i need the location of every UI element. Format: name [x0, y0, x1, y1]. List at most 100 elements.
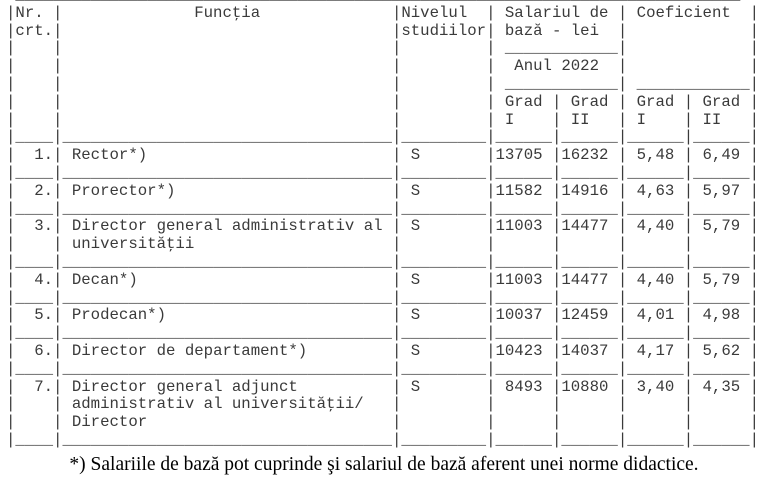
column-border: |	[6, 110, 16, 129]
row-salariu-grad-2: 16232	[561, 146, 609, 165]
column-border: |	[6, 395, 16, 414]
column-border: |	[6, 39, 16, 58]
row-salariu-grad-1: 10037	[495, 306, 543, 325]
rule: ______	[495, 163, 552, 182]
rule: ____________	[627, 74, 750, 93]
column-border: |	[551, 199, 562, 218]
column-border: |	[617, 3, 628, 22]
column-border: |	[683, 128, 694, 147]
row-coef-grad-1: 3,40	[636, 377, 675, 396]
rule: _________	[401, 199, 487, 218]
column-border: |	[617, 430, 628, 449]
header-salariu: Salariul de	[504, 3, 609, 22]
row-separator: |____|__________________________________…	[6, 163, 759, 183]
header-line: | | | | I | II | I | II |	[6, 110, 759, 130]
rule: ___________________________________	[62, 199, 392, 218]
column-border: |	[683, 413, 694, 432]
header-salariu: bază - lei	[504, 21, 600, 40]
header-line: | | | | Anul 2022 | |	[6, 57, 759, 76]
row-nr: 1.	[34, 146, 54, 165]
column-border: |	[391, 39, 402, 58]
column-border: |	[391, 413, 402, 432]
column-border: |	[391, 163, 402, 182]
column-border: |	[551, 430, 562, 449]
column-border: |	[391, 235, 402, 254]
column-border: |	[6, 57, 16, 76]
column-border: |	[486, 3, 496, 22]
rule: ______	[561, 324, 618, 343]
column-border: |	[551, 128, 562, 147]
column-border: |	[551, 288, 562, 307]
row-nivel: S	[410, 377, 421, 396]
column-border: |	[551, 324, 562, 343]
table-row-line: | | Director | | | | | |	[6, 413, 759, 432]
column-border: |	[6, 3, 16, 22]
row-functia: Director	[71, 413, 148, 432]
rule: ______	[693, 252, 750, 271]
row-coef-grad-1: 4,17	[636, 341, 675, 360]
header-line: | | | | ____________| ____________|	[6, 74, 760, 94]
row-nivel: S	[410, 306, 421, 325]
row-separator: |____|__________________________________…	[6, 430, 759, 450]
column-border: |	[53, 128, 63, 147]
column-border: |	[53, 395, 63, 414]
row-separator: |____|__________________________________…	[6, 288, 759, 308]
header-grad-sub: II	[702, 110, 722, 129]
column-border: |	[749, 21, 760, 40]
row-salariu-grad-2: 14916	[561, 181, 609, 200]
column-border: |	[683, 430, 694, 449]
column-border: |	[749, 74, 760, 93]
column-border: |	[683, 395, 694, 414]
column-border: |	[749, 359, 759, 378]
column-border: |	[391, 74, 402, 93]
rule: ____	[15, 359, 54, 378]
column-border: |	[486, 74, 496, 93]
column-border: |	[6, 217, 16, 236]
column-border: |	[749, 377, 759, 396]
rule: ______	[627, 359, 684, 378]
column-border: |	[6, 199, 16, 218]
column-border: |	[683, 163, 694, 182]
column-border: |	[391, 3, 402, 22]
rule: ______	[561, 430, 618, 449]
column-border: |	[391, 341, 402, 360]
column-border: |	[486, 199, 496, 218]
rule: ______	[495, 252, 552, 271]
column-border: |	[551, 413, 562, 432]
column-border: |	[53, 359, 63, 378]
column-border: |	[6, 74, 16, 93]
rule: ___________________________________	[62, 359, 392, 378]
rule: _________	[401, 252, 487, 271]
header-grad-sub: I	[504, 110, 515, 129]
rule: ______	[693, 163, 750, 182]
column-border: |	[53, 181, 63, 200]
column-border: |	[683, 252, 694, 271]
column-border: |	[683, 146, 694, 165]
column-border: |	[6, 146, 16, 165]
rule: ____	[15, 288, 54, 307]
column-border: |	[617, 235, 628, 254]
column-border: |	[486, 413, 496, 432]
column-border: |	[6, 341, 16, 360]
column-border: |	[53, 21, 63, 40]
column-border: |	[6, 377, 16, 396]
rule: ______	[693, 128, 750, 147]
rule: ______	[495, 128, 552, 147]
rule: ___________________________________	[62, 430, 392, 449]
column-border: |	[486, 21, 496, 40]
column-border: |	[6, 128, 16, 147]
header-line: | | | | ____________| |	[6, 40, 759, 58]
top-border: ________________________________________…	[6, 0, 750, 5]
row-functia: Director general adjunct	[71, 377, 298, 396]
rule: ____	[15, 199, 54, 218]
header-functia: Funcţia	[194, 3, 261, 22]
table-row-line: | 5.| Prodecan*) | S |10037 |12459 | 4,01 | 4,98 |	[6, 307, 759, 325]
header-nr: Nr.	[15, 3, 44, 22]
table-row-line: | | universităţii | | | | | |	[6, 235, 759, 254]
column-border: |	[617, 128, 628, 147]
column-border: |	[683, 359, 694, 378]
row-salariu-grad-1: 11582	[495, 181, 543, 200]
column-border: |	[683, 270, 694, 289]
column-border: |	[617, 217, 628, 236]
column-border: |	[53, 3, 63, 22]
